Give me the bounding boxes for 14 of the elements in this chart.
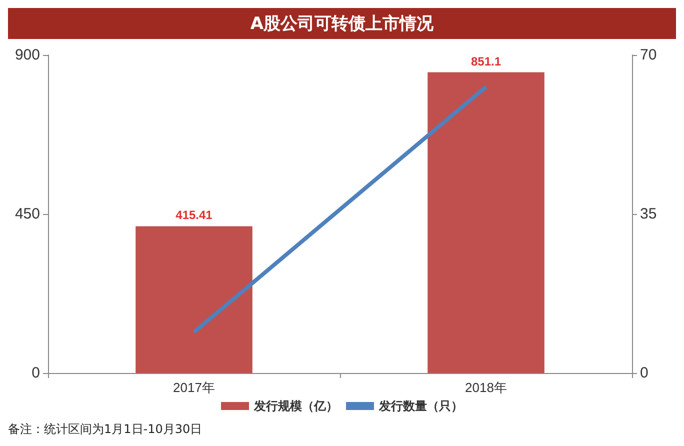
y-tick-label: 900 [14,46,40,64]
legend-label: 发行规模（亿） [253,399,338,413]
data-label: 851.1 [470,54,502,68]
legend-label: 发行数量（只） [378,399,463,413]
y2-tick-label: 35 [640,206,657,222]
y-tick-label: 0 [32,364,40,382]
chart-title: A股公司可转债上市情况 [8,8,676,39]
y2-tick-label: 70 [640,46,657,64]
x-tick-label: 2017年 [173,380,215,395]
data-label: 415.41 [176,208,213,222]
x-tick-label: 2018年 [465,380,507,395]
y2-tick-label: 0 [640,364,648,382]
text: 备注：统计区间为1月1日-10月30日 [8,421,204,438]
y-tick-label: 450 [14,206,40,222]
